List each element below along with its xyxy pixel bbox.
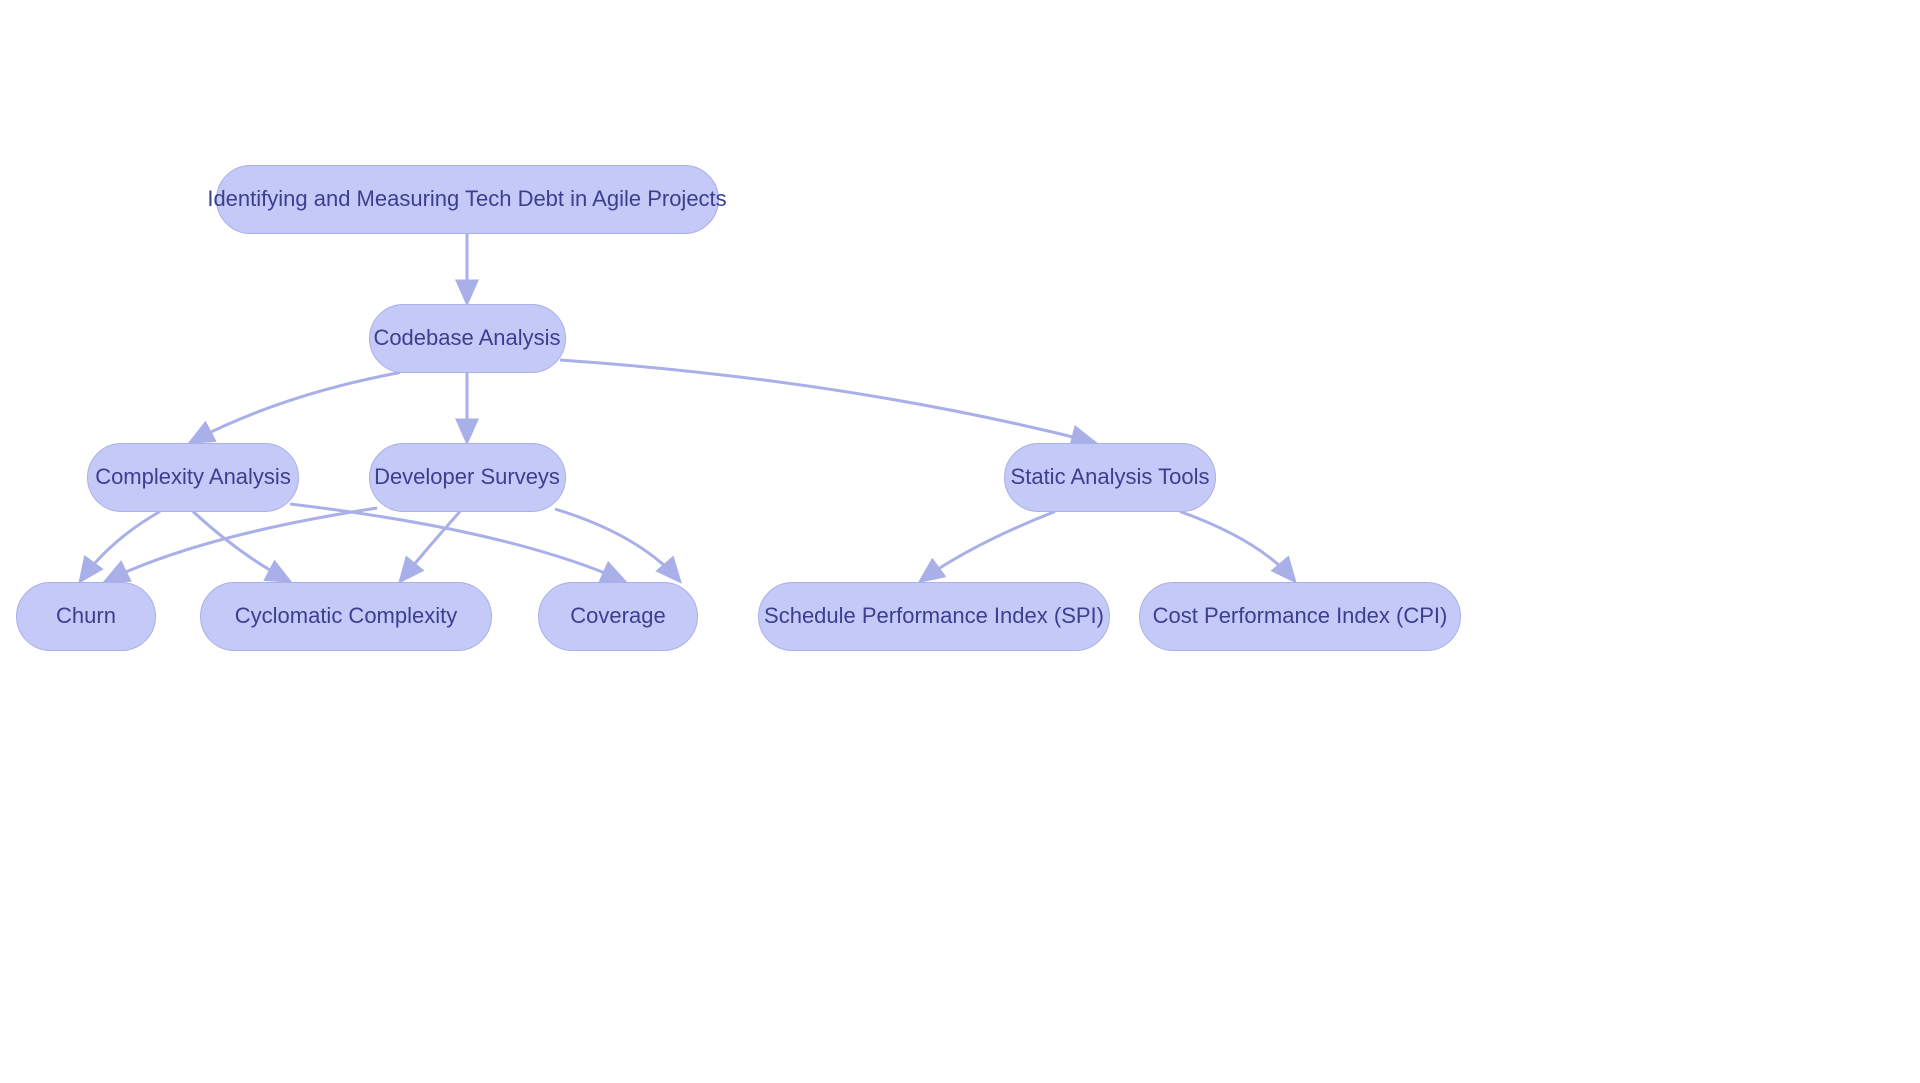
edge-static-spi [920,512,1055,582]
node-label-complexity: Complexity Analysis [95,464,291,490]
node-churn: Churn [16,582,156,651]
node-label-static: Static Analysis Tools [1011,464,1210,490]
node-label-cyclomatic: Cyclomatic Complexity [235,603,458,629]
node-label-cpi: Cost Performance Index (CPI) [1153,603,1448,629]
node-coverage: Coverage [538,582,698,651]
node-label-codebase: Codebase Analysis [373,325,560,351]
edge-surveys-cyclomatic [400,512,460,582]
node-label-root: Identifying and Measuring Tech Debt in A… [207,186,726,212]
edge-static-cpi [1180,512,1295,582]
node-label-coverage: Coverage [570,603,665,629]
node-spi: Schedule Performance Index (SPI) [758,582,1110,651]
node-static: Static Analysis Tools [1004,443,1216,512]
node-complexity: Complexity Analysis [87,443,299,512]
node-label-spi: Schedule Performance Index (SPI) [764,603,1104,629]
edge-codebase-static [560,360,1095,443]
edges-layer [0,0,1920,1083]
node-label-surveys: Developer Surveys [374,464,560,490]
node-codebase: Codebase Analysis [369,304,566,373]
edge-complexity-churn [80,512,160,582]
edge-group [80,234,1295,582]
node-root: Identifying and Measuring Tech Debt in A… [216,165,719,234]
edge-surveys-churn [105,508,377,582]
edge-surveys-coverage [555,509,680,582]
node-surveys: Developer Surveys [369,443,566,512]
node-label-churn: Churn [56,603,116,629]
edge-codebase-complexity [190,373,400,443]
node-cpi: Cost Performance Index (CPI) [1139,582,1461,651]
edge-complexity-coverage [290,504,625,582]
edge-complexity-cyclomatic [193,512,290,582]
node-cyclomatic: Cyclomatic Complexity [200,582,492,651]
